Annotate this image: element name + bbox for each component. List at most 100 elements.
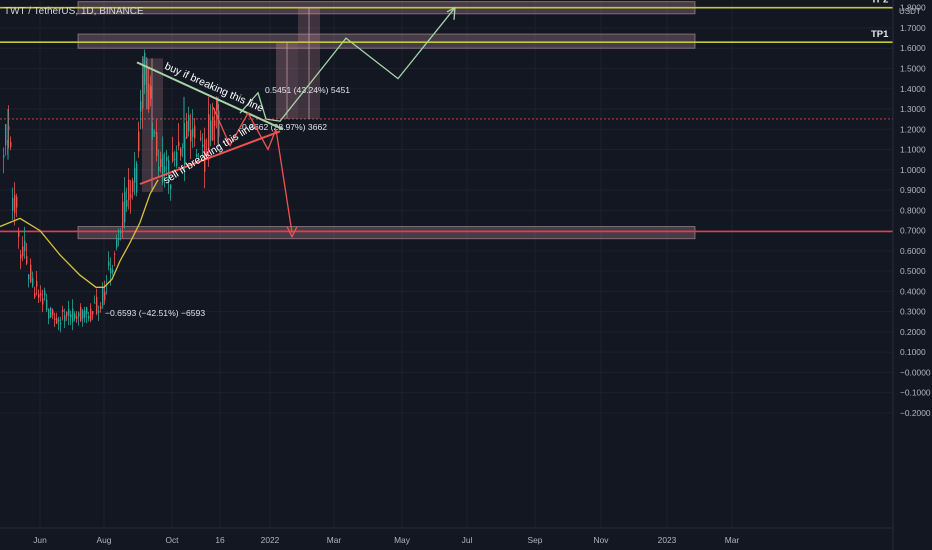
candle-body — [30, 264, 32, 283]
trend-drawings — [136, 6, 456, 239]
candle-body — [40, 293, 42, 296]
candle-body — [122, 201, 124, 228]
candle-body — [48, 308, 50, 319]
candle-body — [206, 152, 208, 154]
y-tick-label: −0.0000 — [900, 367, 931, 377]
candle-body — [208, 114, 210, 152]
y-tick-label: 1.6000 — [900, 43, 926, 53]
y-tick-label: 0.5000 — [900, 266, 926, 276]
candle-body — [92, 311, 94, 315]
candle-body — [90, 308, 92, 321]
candle-body — [186, 121, 188, 139]
x-tick-label: 16 — [215, 535, 225, 545]
candle-body — [42, 298, 44, 305]
bullish-arrowhead — [446, 6, 456, 20]
candle-body — [140, 101, 142, 112]
candle-body — [158, 166, 160, 171]
candle-body — [130, 194, 132, 198]
candle-body — [182, 147, 184, 149]
candle-body — [120, 231, 122, 234]
y-tick-label: 1.4000 — [900, 84, 926, 94]
candle-body — [144, 52, 146, 85]
candle-body — [184, 136, 186, 166]
candle-body — [28, 274, 30, 280]
candle-body — [192, 128, 194, 137]
candle-body — [72, 308, 74, 322]
candle-body — [152, 128, 154, 137]
candle-body — [108, 261, 110, 266]
y-tick-label: 1.5000 — [900, 64, 926, 74]
level-label: TP2 — [871, 0, 888, 6]
y-tick-label: 0.9000 — [900, 185, 926, 195]
candle-body — [188, 115, 190, 132]
candle-body — [154, 132, 156, 134]
candle-body — [164, 166, 166, 172]
measure-label: 0.3662 (28.97%) 3662 — [242, 122, 327, 132]
candle-body — [112, 269, 114, 273]
candle-body — [132, 180, 134, 192]
candle-body — [118, 238, 120, 240]
zone-box — [77, 33, 696, 49]
candle-body — [76, 316, 78, 319]
x-tick-label: Sep — [528, 535, 543, 545]
candle-body — [52, 309, 54, 316]
candle-body — [66, 311, 68, 316]
candle-body — [166, 157, 168, 161]
candle-body — [174, 158, 176, 160]
candle-body — [170, 184, 172, 190]
currency-label: USDT — [899, 7, 921, 16]
level-label: TP1 — [871, 29, 889, 40]
candle-body — [98, 311, 100, 313]
candle-body — [134, 167, 136, 183]
bearish-projection — [212, 106, 277, 152]
candle-body — [162, 154, 164, 183]
x-tick-label: Mar — [725, 535, 740, 545]
y-tick-label: 0.1000 — [900, 347, 926, 357]
candle-body — [148, 84, 150, 110]
time-axis: Jun Aug Oct 16 2022 Mar May Jul Sep Nov 2023 Mar — [0, 527, 893, 545]
candle-body — [218, 111, 220, 137]
candle-body — [50, 308, 52, 318]
candle-body — [136, 163, 138, 193]
candle-body — [80, 307, 82, 321]
candle-body — [194, 125, 196, 139]
candle-body — [128, 179, 130, 200]
resistance-trendline — [136, 61, 284, 131]
y-tick-label: 1.0000 — [900, 165, 926, 175]
candle-body — [114, 253, 116, 255]
candle-body — [56, 318, 58, 324]
y-tick-label: −0.1000 — [900, 388, 931, 398]
candle-body — [64, 315, 66, 322]
candle-body — [176, 151, 178, 166]
candle-body — [196, 153, 198, 158]
candle-body — [74, 313, 76, 319]
candle-body — [54, 318, 56, 321]
candle-body — [3, 155, 5, 158]
candle-body — [94, 302, 96, 304]
candle-body — [26, 256, 28, 264]
candle-body — [84, 310, 86, 318]
support-trendline — [139, 130, 281, 185]
candle-body — [116, 238, 118, 248]
candle-body — [172, 152, 174, 161]
candle-body — [96, 296, 98, 314]
price-axis: 2.30002.20002.10002.00001.90001.80001.70… — [892, 0, 932, 550]
candle-body — [22, 246, 24, 257]
moving-average-line — [0, 179, 159, 288]
y-tick-label: 0.2000 — [900, 327, 926, 337]
candle-body — [156, 132, 158, 156]
measure-label: −0.6593 (−42.51%) −6593 — [105, 308, 205, 318]
y-tick-label: 1.7000 — [900, 23, 926, 33]
candle-body — [24, 240, 26, 251]
x-tick-label: 2023 — [658, 535, 677, 545]
x-tick-label: Jun — [33, 535, 47, 545]
candle-body — [86, 307, 88, 314]
candle-body — [126, 200, 128, 207]
y-tick-label: 0.7000 — [900, 226, 926, 236]
chart-grid — [0, 0, 893, 528]
x-tick-label: Oct — [165, 535, 179, 545]
candle-body — [212, 116, 214, 141]
y-tick-label: 1.1000 — [900, 145, 926, 155]
candle-body — [18, 231, 20, 237]
